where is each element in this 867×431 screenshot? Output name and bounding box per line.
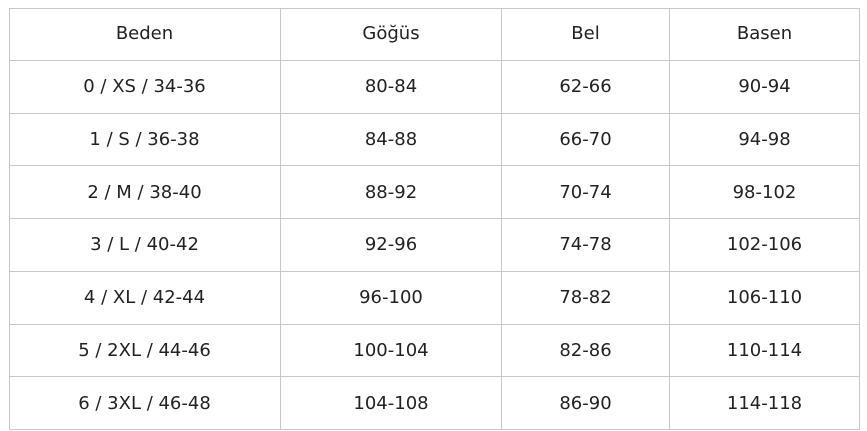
table-cell: 78-82 bbox=[502, 271, 670, 325]
table-cell: 94-98 bbox=[670, 113, 860, 167]
table-cell: 106-110 bbox=[670, 271, 860, 325]
header-cell: Basen bbox=[670, 8, 860, 61]
table-cell: 62-66 bbox=[502, 60, 670, 114]
table-cell: 6 / 3XL / 46-48 bbox=[9, 377, 281, 430]
table-cell: 100-104 bbox=[281, 324, 502, 378]
table-cell: 82-86 bbox=[502, 324, 670, 378]
table-cell: 4 / XL / 42-44 bbox=[9, 271, 281, 325]
table-cell: 86-90 bbox=[502, 377, 670, 430]
table-cell: 98-102 bbox=[670, 166, 860, 219]
table-cell: 104-108 bbox=[281, 377, 502, 430]
table-cell: 84-88 bbox=[281, 113, 502, 167]
table-cell: 70-74 bbox=[502, 166, 670, 219]
header-cell: Göğüs bbox=[281, 8, 502, 61]
table-cell: 92-96 bbox=[281, 219, 502, 272]
table-cell: 80-84 bbox=[281, 60, 502, 114]
table-cell: 96-100 bbox=[281, 271, 502, 325]
table-cell: 0 / XS / 34-36 bbox=[9, 60, 281, 114]
size-table: Beden Göğüs Bel Basen 0 / XS / 34-36 80-84 62-… bbox=[9, 8, 860, 430]
table-cell: 74-78 bbox=[502, 219, 670, 272]
table-cell: 114-118 bbox=[670, 377, 860, 430]
table-cell: 1 / S / 36-38 bbox=[9, 113, 281, 167]
table-cell: 5 / 2XL / 44-46 bbox=[9, 324, 281, 378]
table-cell: 66-70 bbox=[502, 113, 670, 167]
header-cell: Bel bbox=[502, 8, 670, 61]
header-cell: Beden bbox=[9, 8, 281, 61]
table-cell: 110-114 bbox=[670, 324, 860, 378]
table-cell: 90-94 bbox=[670, 60, 860, 114]
table-cell: 102-106 bbox=[670, 219, 860, 272]
table-cell: 2 / M / 38-40 bbox=[9, 166, 281, 219]
table-cell: 88-92 bbox=[281, 166, 502, 219]
table-cell: 3 / L / 40-42 bbox=[9, 219, 281, 272]
